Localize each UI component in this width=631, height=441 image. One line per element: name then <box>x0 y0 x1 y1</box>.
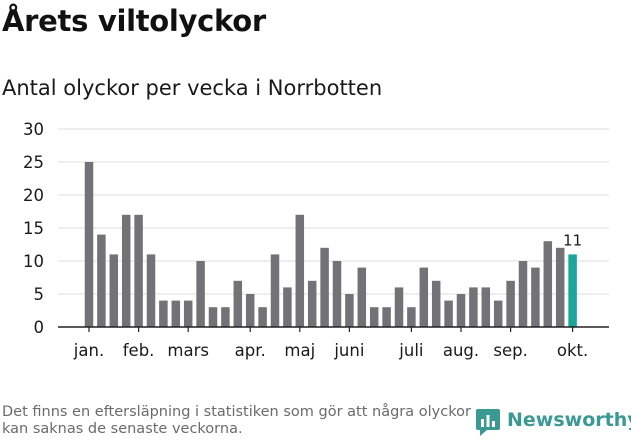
y-tick-label: 0 <box>34 318 45 337</box>
chart-subtitle: Antal olyckor per vecka i Norrbotten <box>2 76 383 100</box>
bar <box>196 261 205 327</box>
bar <box>183 300 193 327</box>
bar <box>345 294 354 327</box>
bar <box>357 267 367 327</box>
bar <box>419 267 429 327</box>
bar <box>258 307 267 327</box>
y-tick-label: 30 <box>23 120 44 139</box>
bar <box>369 307 379 327</box>
bar <box>394 287 404 327</box>
bar <box>109 254 119 327</box>
y-tick-label: 5 <box>34 285 45 304</box>
x-tick-label: juni <box>333 341 364 360</box>
bar <box>320 247 329 327</box>
bar <box>307 280 317 327</box>
x-tick-label: maj <box>284 341 315 360</box>
bar <box>208 307 218 327</box>
bar <box>506 280 515 327</box>
x-tick-label: sep. <box>493 341 527 360</box>
x-tick-label: juli <box>398 341 423 360</box>
x-tick-label: jan. <box>73 341 104 360</box>
x-tick-label: apr. <box>235 341 266 360</box>
bar <box>233 280 243 327</box>
y-tick-label: 15 <box>23 219 44 238</box>
data-label: 11 <box>563 231 582 249</box>
bar-chart: 0 5 10 15 20 25 30 11 jan. feb. mars apr. maj juni jul… <box>23 120 609 360</box>
y-tick-label: 25 <box>23 153 44 172</box>
bar <box>121 214 131 327</box>
bar <box>283 287 292 327</box>
bar <box>332 261 342 327</box>
bar <box>431 280 441 327</box>
bar <box>270 254 280 327</box>
bar <box>97 234 106 327</box>
bar <box>295 214 305 327</box>
bar <box>469 287 478 327</box>
x-tick-label: okt. <box>557 341 588 360</box>
bar <box>171 300 181 327</box>
bar <box>407 307 416 327</box>
bar <box>456 294 466 327</box>
bar <box>481 287 491 327</box>
x-tick-label: feb. <box>123 341 155 360</box>
bar <box>146 254 156 327</box>
newsworthy-logo-text: Newsworthy <box>507 409 631 431</box>
bar <box>444 300 453 327</box>
x-tick-label: mars <box>167 341 209 360</box>
bar <box>134 214 143 327</box>
bar <box>518 261 528 327</box>
chart-title: Årets viltolyckor <box>2 4 266 38</box>
y-tick-label: 10 <box>23 252 44 271</box>
newsworthy-logo: Newsworthy <box>475 407 631 441</box>
x-tick-label: aug. <box>443 341 479 360</box>
footnote: Det finns en eftersläpning i statistiken… <box>2 404 471 437</box>
newsworthy-logo-icon <box>476 409 500 436</box>
bar <box>159 300 168 327</box>
bar <box>382 307 391 327</box>
bar <box>84 162 94 327</box>
bar-highlight <box>568 254 577 327</box>
bar <box>543 241 553 327</box>
bar <box>493 300 503 327</box>
y-tick-label: 20 <box>23 186 44 205</box>
bar <box>221 307 230 327</box>
bar <box>531 267 540 327</box>
bar <box>555 247 565 327</box>
bar <box>245 294 255 327</box>
